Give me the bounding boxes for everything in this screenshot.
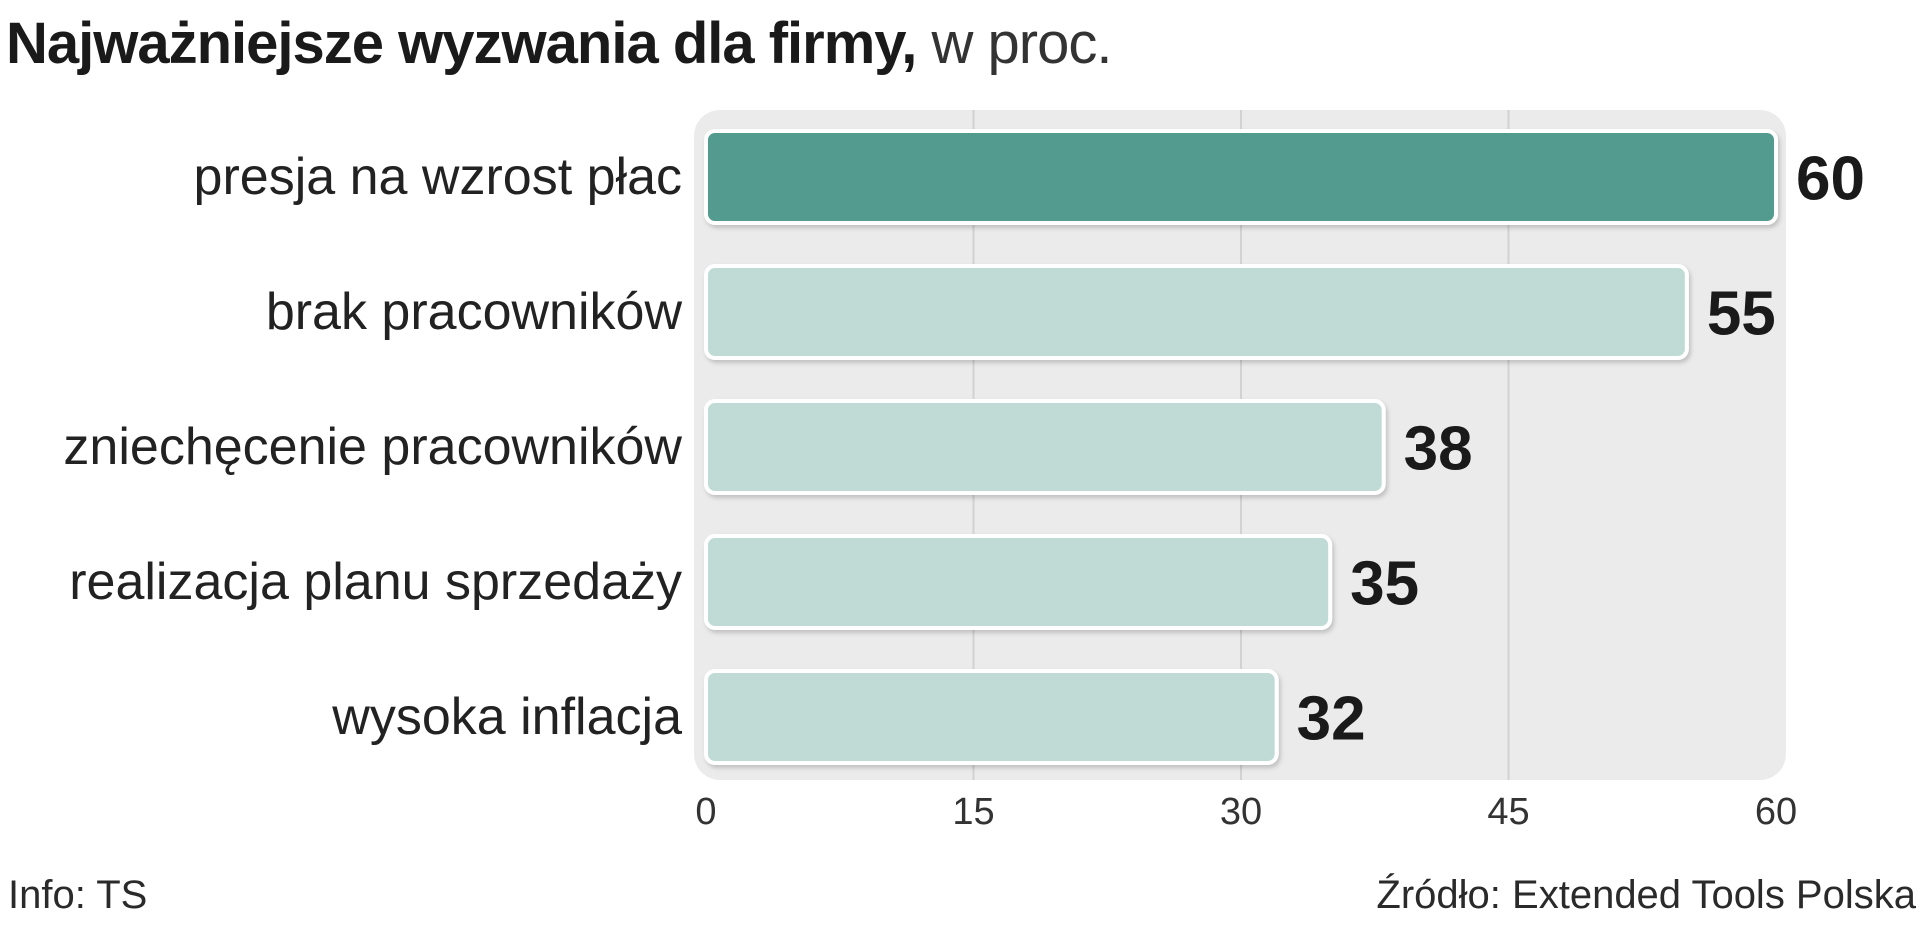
chart-title-unit: w proc. [916, 11, 1113, 76]
value-label: 38 [1404, 415, 1473, 484]
category-labels: presja na wzrost płac brak pracowników zni… [63, 148, 682, 746]
value-labels: 60 55 38 35 32 [1297, 145, 1865, 754]
x-tick-label: 0 [695, 791, 716, 833]
source-credit: Źródło: Extended Tools Polska [1376, 873, 1916, 917]
category-label: wysoka inflacja [331, 688, 682, 746]
x-tick-label: 60 [1755, 791, 1797, 833]
bar [704, 534, 1333, 630]
x-tick-label: 15 [952, 791, 994, 833]
bar [704, 264, 1689, 360]
bar-chart: presja na wzrost płac brak pracowników zni… [63, 110, 1865, 833]
category-label: realizacja planu sprzedaży [69, 553, 682, 611]
bars [704, 129, 1778, 765]
chart-title: Najważniejsze wyzwania dla firmy, w proc… [6, 0, 1113, 88]
bar [704, 399, 1386, 495]
bar [704, 129, 1778, 225]
x-axis-ticks: 0 15 30 45 60 [695, 791, 1797, 833]
x-tick-label: 45 [1487, 791, 1529, 833]
value-label: 55 [1707, 280, 1776, 349]
category-label: brak pracowników [266, 283, 683, 341]
value-label: 35 [1350, 550, 1419, 619]
category-label: presja na wzrost płac [194, 148, 682, 206]
category-label: zniechęcenie pracowników [63, 418, 682, 476]
x-tick-label: 30 [1220, 791, 1262, 833]
bar [704, 669, 1279, 765]
info-credit: Info: TS [8, 873, 148, 917]
value-label: 32 [1297, 685, 1366, 754]
chart-title-main: Najważniejsze wyzwania dla firmy, [6, 11, 917, 76]
value-label: 60 [1796, 145, 1865, 214]
